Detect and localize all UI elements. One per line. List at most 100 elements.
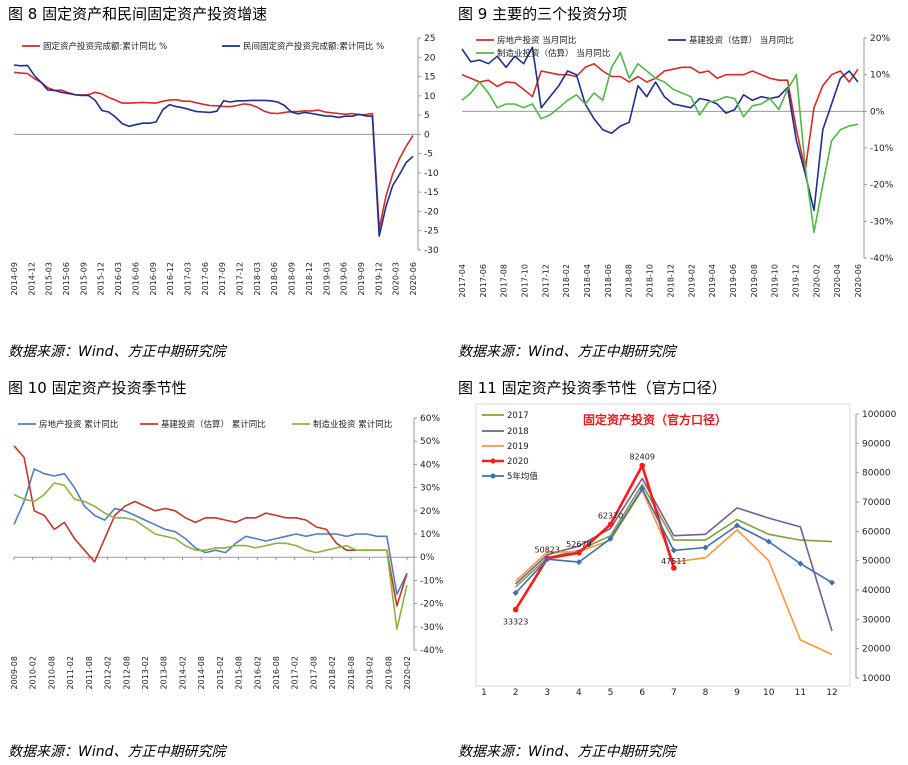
- data-point: [734, 522, 741, 529]
- x-tick-label: 2010-02: [29, 656, 38, 689]
- x-tick-label: 2018-03: [253, 262, 262, 295]
- figure-11-source: 数据来源：Wind、方正中期研究院: [458, 744, 676, 760]
- figure-8-source: 数据来源：Wind、方正中期研究院: [8, 344, 226, 360]
- figure-10-source: 数据来源：Wind、方正中期研究院: [8, 744, 226, 760]
- y-tick-label: 100000: [862, 410, 897, 420]
- x-tick-label: 2018-09: [288, 262, 297, 295]
- y-tick-label: 60000: [862, 527, 891, 537]
- x-tick-label: 2012-08: [122, 656, 131, 689]
- series-line: [461, 46, 859, 212]
- x-tick-label: 2019-02: [687, 264, 696, 297]
- x-tick-label: 2018-10: [646, 264, 655, 297]
- x-tick-label: 2014-08: [197, 656, 206, 689]
- y-tick-label: 60%: [420, 414, 440, 424]
- y-tick-label: 50000: [862, 557, 891, 567]
- x-tick-label: 2017-04: [458, 264, 467, 297]
- figure-11-title: 图 11 固定资产投资季节性（官方口径）: [458, 379, 727, 397]
- plot-frame: [475, 403, 851, 687]
- y-tick-label: 10%: [870, 71, 890, 81]
- x-tick-label: 2020-02: [812, 264, 821, 297]
- x-category-label: 9: [734, 688, 740, 698]
- x-tick-label: 2015-09: [79, 262, 88, 295]
- y-tick-label: -20%: [870, 181, 894, 191]
- y-tick-label: -40%: [420, 646, 444, 656]
- y-tick-label: 20%: [870, 34, 890, 44]
- x-tick-label: 2015-08: [235, 656, 244, 689]
- y-tick-label: -20: [424, 207, 439, 217]
- legend-label: 制造业投资（估算） 当月同比: [497, 48, 610, 59]
- x-tick-label: 2018-06: [270, 262, 279, 295]
- x-category-label: 12: [826, 688, 837, 698]
- legend-label: 固定资产投资完成额:累计同比 %: [43, 41, 167, 52]
- y-tick-label: -40%: [870, 254, 894, 264]
- x-tick-label: 2016-12: [166, 262, 175, 295]
- x-tick-label: 2015-06: [62, 262, 71, 295]
- series-line: [13, 468, 408, 596]
- chart-inner-title: 固定资产投资（官方口径）: [583, 412, 727, 427]
- x-tick-label: 2017-06: [479, 264, 488, 297]
- data-point: [512, 589, 519, 596]
- y-tick-label: -15: [424, 188, 439, 198]
- y-tick-label: -30%: [870, 217, 894, 227]
- x-tick-label: 2010-08: [47, 656, 56, 689]
- legend-label: 基建投资（估算） 累计同比: [161, 419, 266, 430]
- y-tick-label: 0: [424, 130, 430, 140]
- legend-label: 基建投资（估算） 当月同比: [689, 35, 794, 46]
- x-tick-label: 2009-08: [10, 656, 19, 689]
- y-tick-label: 10000: [862, 674, 891, 684]
- data-point: [639, 462, 645, 469]
- x-tick-label: 2014-12: [27, 262, 36, 295]
- x-category-label: 1: [481, 688, 487, 698]
- x-tick-label: 2017-09: [218, 262, 227, 295]
- figure-9-title: 图 9 主要的三个投资分项: [458, 5, 628, 23]
- x-tick-label: 2017-03: [183, 262, 192, 295]
- legend-label: 2017: [507, 411, 529, 421]
- x-tick-label: 2017-06: [201, 262, 210, 295]
- x-tick-label: 2020-04: [833, 264, 842, 297]
- series-line: [515, 477, 833, 632]
- x-category-label: 10: [763, 688, 775, 698]
- x-tick-label: 2019-06: [340, 262, 349, 295]
- data-label: 47511: [661, 557, 686, 566]
- x-category-label: 3: [544, 688, 550, 698]
- data-label: 50823: [535, 545, 560, 554]
- legend-marker: [490, 473, 496, 479]
- x-tick-label: 2015-03: [45, 262, 54, 295]
- x-tick-label: 2020-03: [392, 262, 401, 295]
- x-tick-label: 2019-12: [374, 262, 383, 295]
- data-label: 52679: [566, 540, 591, 549]
- series-line: [13, 64, 414, 237]
- x-tick-label: 2018-06: [604, 264, 613, 297]
- data-point: [544, 556, 551, 563]
- data-point: [702, 544, 709, 551]
- x-category-label: 8: [703, 688, 709, 698]
- x-tick-label: 2014-02: [178, 656, 187, 689]
- x-tick-label: 2017-02: [291, 656, 300, 689]
- y-tick-label: 0%: [420, 553, 435, 563]
- series-line: [461, 62, 859, 171]
- y-tick-label: 25: [424, 34, 435, 44]
- x-tick-label: 2012-02: [104, 656, 113, 689]
- data-label: 62370: [598, 511, 623, 520]
- y-tick-label: 40%: [420, 460, 440, 470]
- data-point: [576, 550, 582, 556]
- y-tick-label: 30000: [862, 615, 891, 625]
- x-tick-label: 2018-12: [305, 262, 314, 295]
- y-tick-label: 20: [424, 53, 436, 63]
- x-tick-label: 2019-10: [771, 264, 780, 297]
- x-tick-label: 2011-02: [66, 656, 75, 689]
- y-tick-label: -10%: [870, 144, 894, 154]
- data-point: [607, 521, 614, 528]
- x-tick-label: 2019-03: [322, 262, 331, 295]
- data-point: [575, 559, 582, 566]
- y-tick-label: 20%: [420, 507, 440, 517]
- x-tick-label: 2020-06: [854, 264, 863, 297]
- x-tick-label: 2011-08: [85, 656, 94, 689]
- legend-label: 民间固定资产投资完成额:累计同比 %: [243, 41, 384, 52]
- x-tick-label: 2018-08: [347, 656, 356, 689]
- x-category-label: 6: [639, 688, 645, 698]
- x-category-label: 5: [608, 688, 614, 698]
